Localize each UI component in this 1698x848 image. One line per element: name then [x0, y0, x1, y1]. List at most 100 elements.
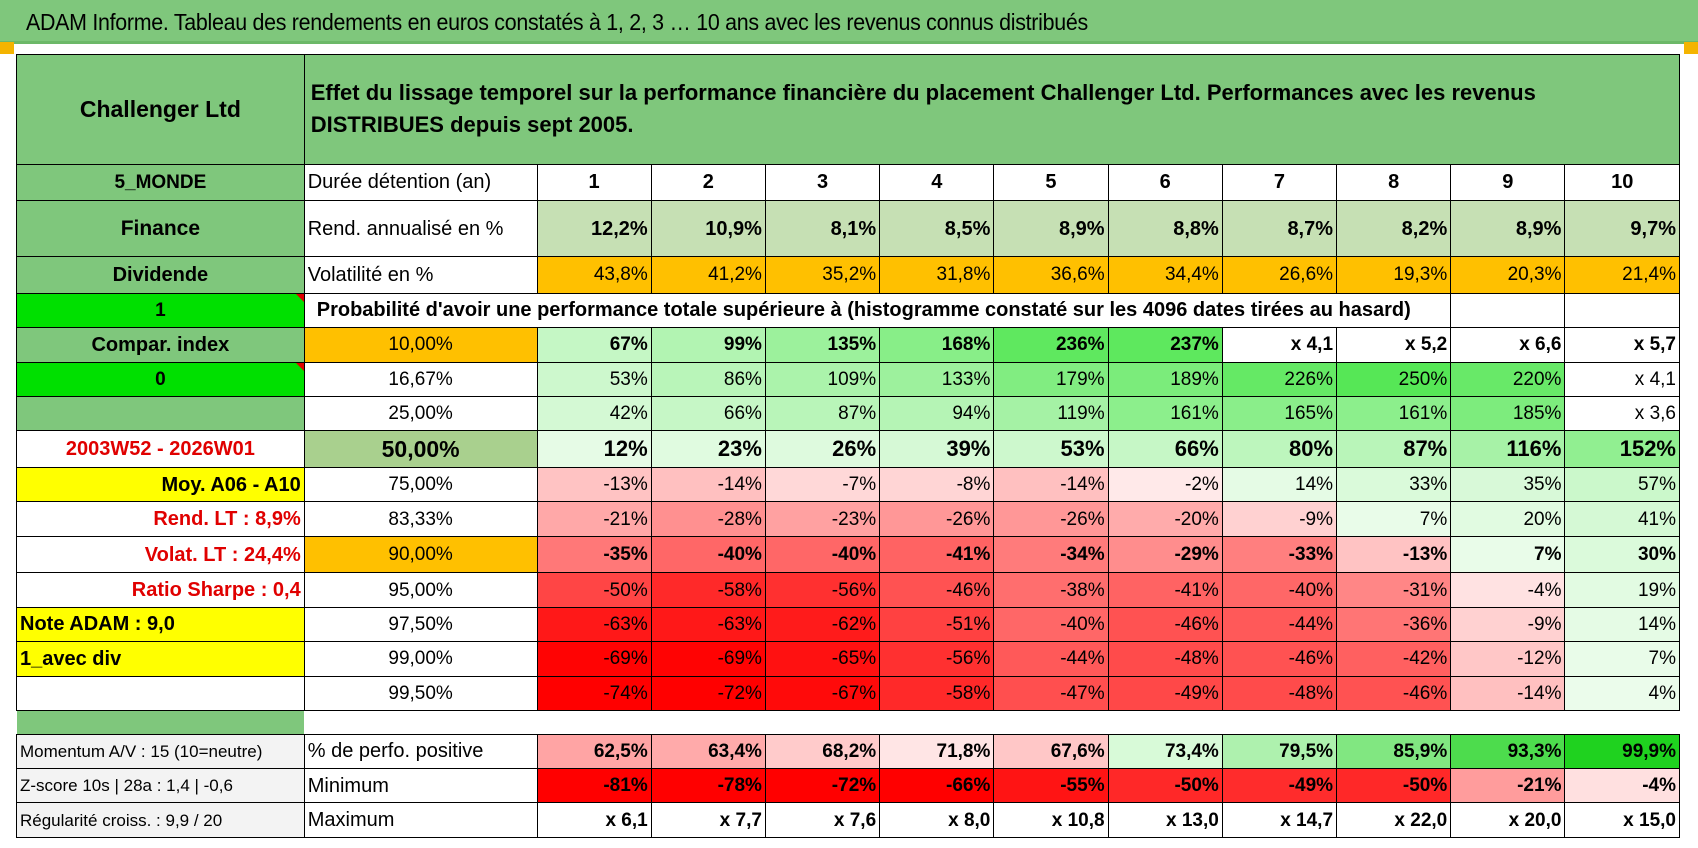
type-label: Dividende [16, 256, 305, 294]
percentile-value: 87% [764, 395, 881, 432]
stat-value: -78% [650, 767, 766, 804]
rend-value: 12,2% [536, 200, 652, 258]
zone-label: 5_MONDE [16, 163, 305, 202]
duration-header: 7 [1221, 163, 1338, 202]
stat-value: -50% [1336, 767, 1452, 804]
percentile-value: 99% [650, 327, 766, 363]
table-row: Challenger Ltd Effet du lissage temporel … [16, 54, 1681, 165]
table-row: Régularité croiss. : 9,9 / 20 Maximum x 6,… [16, 802, 1680, 838]
percentile-value: 80% [1221, 430, 1338, 468]
rend-label: Rend. annualisé en % [303, 200, 538, 258]
percentile-value: 23% [650, 430, 766, 468]
percentile-value: -65% [764, 641, 881, 677]
percentile-value: -4% [1450, 572, 1566, 608]
sharpe-label: Ratio Sharpe : 0,4 [16, 572, 305, 608]
stat-value: x 13,0 [1107, 802, 1223, 838]
percentile-value: -38% [993, 572, 1109, 608]
percentile-value: -40% [993, 606, 1109, 643]
table-row: Moy. A06 - A10 75,00% -13% -14% -7% -8% -14% -2… [16, 466, 1680, 503]
percentile-value: 152% [1564, 430, 1680, 468]
table-row: Note ADAM : 9,0 97,50% -63% -63% -62% -51% -40… [16, 606, 1680, 643]
fund-name: Challenger Ltd [16, 54, 305, 165]
table-row: Z-score 10s | 28a : 1,4 | -0,6 Minimum -81… [16, 767, 1680, 804]
stat-value: -50% [1107, 767, 1223, 804]
percentile-value: -34% [993, 535, 1109, 574]
vol-value: 41,2% [650, 256, 766, 294]
rend-value: 8,1% [764, 200, 881, 258]
rend-value: 10,9% [650, 200, 766, 258]
percentile-value: 33% [1336, 466, 1452, 503]
percentile-value: -40% [1221, 572, 1338, 608]
stat-value: x 22,0 [1336, 802, 1452, 838]
stat-value: 99,9% [1564, 733, 1680, 770]
percentile-value: -72% [650, 675, 766, 711]
percentile-value: 41% [1564, 501, 1680, 537]
percentile-value: -46% [1107, 606, 1223, 643]
percentile-value: 7% [1450, 535, 1566, 574]
percentile-value: -28% [650, 501, 766, 537]
percentile-value: 30% [1564, 535, 1680, 574]
percentile-value: -46% [1221, 641, 1338, 677]
duration-header: 10 [1564, 163, 1680, 202]
performance-table: Challenger Ltd Effet du lissage temporel … [16, 54, 1681, 838]
percentile-value: 14% [1221, 466, 1338, 503]
percentile-label: 99,50% [303, 675, 538, 711]
percentile-label: 95,00% [303, 572, 538, 608]
rend-value: 8,9% [1450, 200, 1566, 258]
table-row: 1 Probabilité d'avoir une performance tot… [16, 292, 1680, 329]
percentile-label: 25,00% [303, 395, 538, 432]
stat-value: 73,4% [1107, 733, 1223, 770]
stat-side-label: Momentum A/V : 15 (10=neutre) [16, 733, 305, 770]
percentile-value: 109% [764, 361, 881, 397]
percentile-value: -42% [1336, 641, 1452, 677]
blank-cell [16, 675, 305, 711]
durations-label: Durée détention (an) [303, 163, 538, 202]
table-row: 5_MONDE Durée détention (an) 1 2 3 4 5 6 7 8 9 10 [16, 163, 1680, 202]
percentile-value: -46% [1336, 675, 1452, 711]
percentile-value: 250% [1336, 361, 1452, 397]
rend-value: 8,7% [1221, 200, 1338, 258]
gap-cell [304, 710, 1680, 735]
stat-value: 62,5% [536, 733, 652, 770]
stat-label: Maximum [303, 802, 538, 838]
stat-value: -49% [1221, 767, 1338, 804]
rend-value: 9,7% [1564, 200, 1680, 258]
percentile-value: 14% [1564, 606, 1680, 643]
proba-label: Probabilité d'avoir une performance tota… [303, 292, 1451, 329]
stat-value: x 8,0 [879, 802, 995, 838]
percentile-value: -14% [1450, 675, 1566, 711]
volat-lt-label: Volat. LT : 24,4% [16, 535, 305, 574]
table-row: 99,50% -74% -72% -67% -58% -47% -49% -48% -46% -1… [16, 675, 1680, 711]
percentile-value: -48% [1221, 675, 1338, 711]
table-row: 1_avec div 99,00% -69% -69% -65% -56% -44% -48%… [16, 641, 1680, 677]
percentile-value: 67% [536, 327, 652, 363]
percentile-value: -41% [879, 535, 995, 574]
percentile-value: 165% [1221, 395, 1338, 432]
duration-header: 6 [1107, 163, 1223, 202]
corner-marker-right [1684, 42, 1698, 54]
stat-value: 71,8% [879, 733, 995, 770]
stat-value: -21% [1450, 767, 1566, 804]
percentile-value: 53% [993, 430, 1109, 468]
percentile-value: 66% [1107, 430, 1223, 468]
percentile-value: -46% [879, 572, 995, 608]
stat-value: -81% [536, 767, 652, 804]
percentile-value: -14% [993, 466, 1109, 503]
percentile-value: -48% [1107, 641, 1223, 677]
percentile-value: 86% [650, 361, 766, 397]
percentile-value: 35% [1450, 466, 1566, 503]
percentile-value: -58% [650, 572, 766, 608]
percentile-value: -69% [536, 641, 652, 677]
stat-value: x 6,1 [536, 802, 652, 838]
table-row: Ratio Sharpe : 0,4 95,00% -50% -58% -56% -46%… [16, 572, 1680, 608]
percentile-label: 50,00% [303, 430, 538, 468]
percentile-value: 12% [536, 430, 652, 468]
stat-value: x 10,8 [993, 802, 1109, 838]
percentile-value: 66% [650, 395, 766, 432]
percentile-value: 189% [1107, 361, 1223, 397]
rend-value: 8,9% [993, 200, 1109, 258]
percentile-value: 161% [1336, 395, 1452, 432]
percentile-value: x 6,6 [1450, 327, 1566, 363]
percentile-value: 20% [1450, 501, 1566, 537]
percentile-value: 87% [1336, 430, 1452, 468]
